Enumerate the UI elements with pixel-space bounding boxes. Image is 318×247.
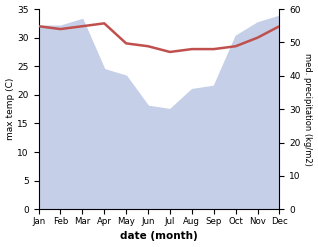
- Y-axis label: max temp (C): max temp (C): [5, 78, 15, 140]
- X-axis label: date (month): date (month): [120, 231, 198, 242]
- Y-axis label: med. precipitation (kg/m2): med. precipitation (kg/m2): [303, 53, 313, 165]
